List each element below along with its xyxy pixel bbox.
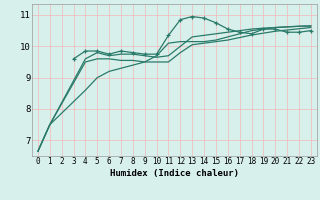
X-axis label: Humidex (Indice chaleur): Humidex (Indice chaleur) bbox=[110, 169, 239, 178]
